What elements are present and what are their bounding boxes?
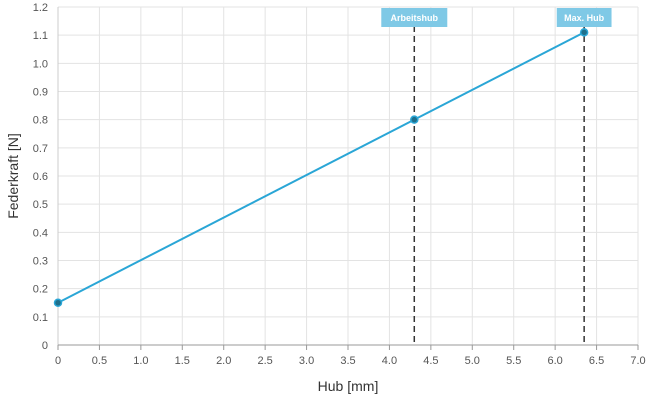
y-axis-title: Federkraft [N] (5, 133, 21, 219)
x-tick-label: 6.5 (589, 355, 604, 367)
x-tick-label: 5.0 (465, 355, 480, 367)
grid (57, 6, 639, 346)
x-tick-label: 1.0 (133, 355, 148, 367)
tick-labels: 0 0.5 1.0 1.5 2.0 2.5 3.0 3.5 4.0 4.5 5.0 5.5 6.0 6.5… (33, 2, 646, 367)
y-tick-label: 0.2 (33, 284, 48, 296)
reference-label: Arbeitshub (391, 13, 439, 23)
reference-label-box (381, 8, 448, 27)
x-tick-label: 6.0 (547, 355, 562, 367)
x-tick-label: 4.0 (382, 355, 397, 367)
y-tick-label: 0.6 (33, 171, 48, 183)
x-tick-label: 0.5 (92, 355, 107, 367)
y-tick-label: 0.7 (33, 143, 48, 155)
x-tick-label: 4.5 (423, 355, 438, 367)
x-axis-title: Hub [mm] (318, 378, 379, 394)
reference-label: Max. Hub (564, 13, 605, 23)
y-tick-label: 1.0 (33, 58, 48, 70)
x-tick-label: 0 (55, 355, 61, 367)
y-tick-label: 0.3 (33, 256, 48, 268)
y-tick-label: 0.8 (33, 115, 48, 127)
series-line (57, 31, 585, 304)
y-tick-label: 1.1 (33, 30, 48, 42)
y-tick-label: 1.2 (33, 2, 48, 14)
x-tick-label: 7.0 (630, 355, 645, 367)
data-point (579, 28, 589, 37)
x-tick-label: 5.5 (506, 355, 521, 367)
axes (57, 7, 639, 350)
y-tick-label: 0.5 (33, 199, 48, 211)
y-tick-label: 0.4 (33, 227, 48, 239)
y-tick-label: 0 (42, 340, 48, 352)
reference-markers: Arbeitshub Max. Hub (381, 8, 612, 345)
data-point (410, 115, 419, 124)
y-tick-label: 0.9 (33, 87, 48, 99)
data-point (53, 298, 63, 307)
x-tick-label: 3.5 (340, 355, 355, 367)
x-tick-label: 1.5 (175, 355, 190, 367)
x-tick-label: 2.5 (257, 355, 272, 367)
y-tick-label: 0.1 (33, 312, 48, 324)
x-tick-label: 2.0 (216, 355, 231, 367)
x-tick-label: 3.0 (299, 355, 314, 367)
series (53, 28, 589, 307)
reference-label-box (556, 8, 612, 27)
